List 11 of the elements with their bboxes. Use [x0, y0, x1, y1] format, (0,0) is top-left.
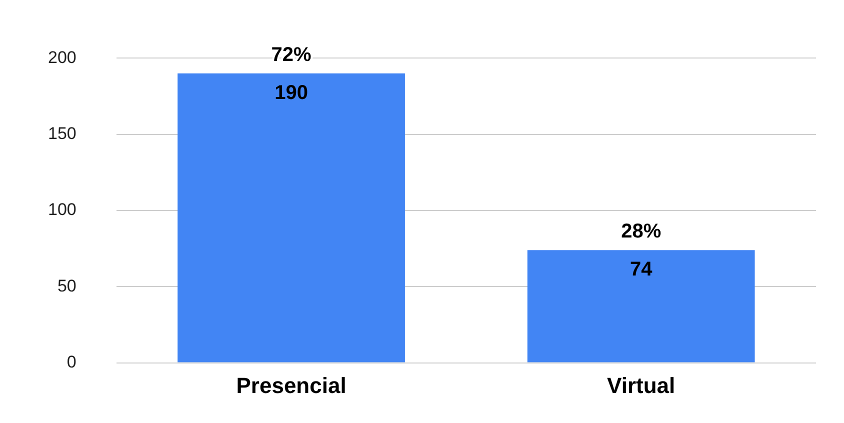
annotation: 72%: [271, 44, 312, 66]
x-tick-label: Presencial: [236, 373, 346, 398]
y-tick-label: 150: [48, 124, 76, 144]
data-label: 190: [274, 82, 308, 104]
data-label: 74: [630, 258, 654, 281]
annotation: 28%: [621, 220, 662, 243]
y-tick-label: 50: [57, 276, 76, 296]
x-tick-label: Virtual: [607, 373, 676, 398]
y-tick-label: 100: [48, 200, 76, 220]
y-tick-label: 200: [48, 48, 76, 67]
y-tick-label: 0: [66, 352, 76, 372]
